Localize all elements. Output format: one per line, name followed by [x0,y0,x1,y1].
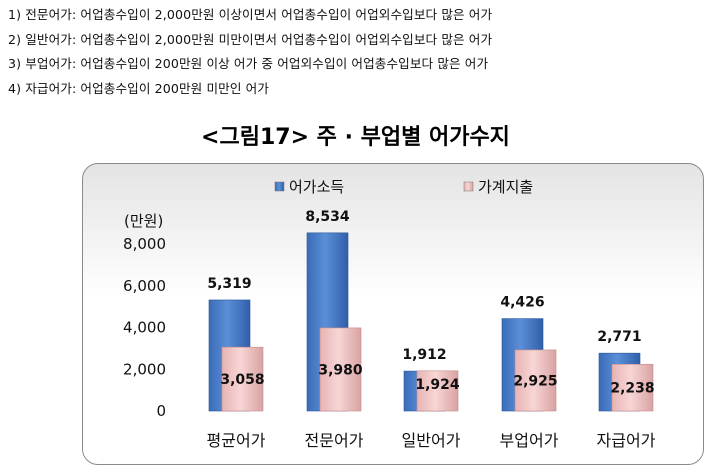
legend-label-expense: 가계지출 [478,178,533,196]
y-axis: (만원) 0 2,000 4,000 6,000 8,000 [123,212,166,420]
legend-swatch-expense [463,181,474,192]
bar-expense [416,370,459,412]
data-label-income: 8,534 [305,209,350,225]
data-label-expense: 3,058 [220,372,264,388]
bar-expense [221,346,264,412]
data-label-expense: 2,925 [513,373,557,389]
chart-title: <그림17> 주 · 부업별 어가수지 [201,125,510,150]
data-label-income: 2,771 [597,329,641,345]
y-tick-label: 2,000 [123,360,166,378]
x-axis-labels: 평균어가 전문어가 일반어가 부업어가 자급어가 [207,431,656,450]
data-label-income: 5,319 [207,276,251,292]
y-tick-label: 4,000 [123,319,166,337]
y-axis-unit: (만원) [124,212,163,230]
data-label-expense: 1,924 [415,377,460,393]
legend-swatch-income [274,181,285,192]
bar-expense [514,349,557,412]
bars [208,232,654,412]
x-category-label: 일반어가 [402,431,461,450]
data-label-income: 4,426 [500,295,544,311]
x-category-label: 자급어가 [597,431,656,450]
legend: 어가소득 가계지출 [274,178,533,196]
data-labels: 5,319 3,058 8,534 3,980 1,912 1,924 4,426 2,925… [207,209,654,397]
x-category-label: 평균어가 [207,431,266,450]
footnote-4: 4) 자급어가: 어업총수입이 200만원 미만인 어가 [8,80,269,96]
x-category-label: 전문어가 [305,431,364,450]
footnotes: 1) 전문어가: 어업총수입이 2,000만원 이상이면서 어업총수입이 어업외… [8,3,492,101]
bar-expense [319,327,362,412]
data-label-expense: 3,980 [318,362,363,378]
footnote-3: 3) 부업어가: 어업총수입이 200만원 이상 어가 중 어업외수입이 어업총… [8,56,489,71]
y-tick-label: 6,000 [123,277,166,295]
x-category-label: 부업어가 [500,431,559,450]
footnote-2: 2) 일반어가: 어업총수입이 2,000만원 미만이면서 어업총수입이 어업외… [8,31,493,47]
y-tick-label: 0 [156,402,166,420]
bar-chart: 어가소득 가계지출 (만원) 0 2,000 4,000 6,000 8,000 5,319… [123,178,656,450]
footnote-1: 1) 전문어가: 어업총수입이 2,000만원 이상이면서 어업총수입이 어업외… [8,7,493,22]
y-tick-label: 8,000 [123,235,166,253]
legend-label-income: 어가소득 [289,178,344,196]
bar-expense [611,363,654,412]
data-label-income: 1,912 [402,347,446,363]
data-label-expense: 2,238 [610,381,654,397]
